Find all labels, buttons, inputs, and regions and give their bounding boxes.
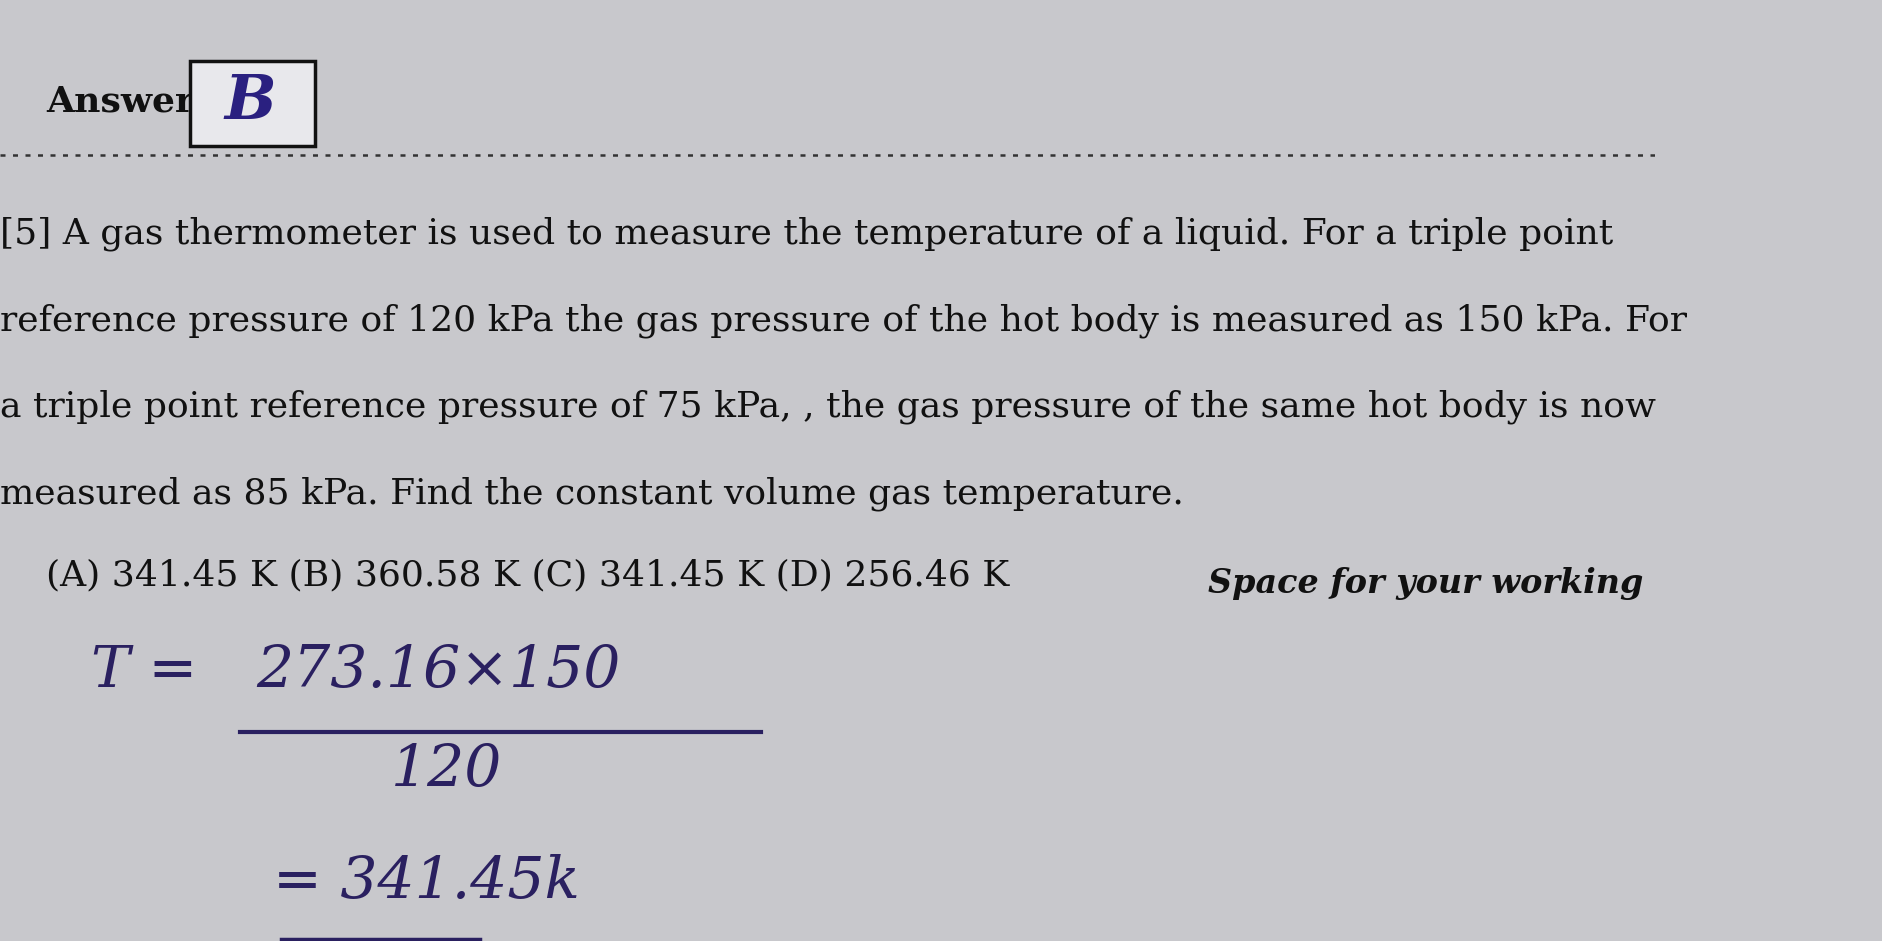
Text: measured as 85 kPa. Find the constant volume gas temperature.: measured as 85 kPa. Find the constant vo… — [0, 476, 1184, 511]
Text: Answer:: Answer: — [47, 85, 207, 119]
Text: = 341.45k: = 341.45k — [273, 854, 580, 911]
Text: reference pressure of 120 kPa the gas pressure of the hot body is measured as 15: reference pressure of 120 kPa the gas pr… — [0, 303, 1686, 338]
Text: a triple point reference pressure of 75 kPa, , the gas pressure of the same hot : a triple point reference pressure of 75 … — [0, 390, 1654, 424]
Text: Space for your working: Space for your working — [1208, 567, 1643, 600]
Bar — [190, 61, 314, 146]
Text: T =: T = — [90, 643, 198, 699]
Text: [5] A gas thermometer is used to measure the temperature of a liquid. For a trip: [5] A gas thermometer is used to measure… — [0, 216, 1613, 251]
Text: (A) 341.45 K (B) 360.58 K (C) 341.45 K (D) 256.46 K: (A) 341.45 K (B) 360.58 K (C) 341.45 K (… — [0, 558, 1009, 592]
Text: 273.16×150: 273.16×150 — [256, 643, 621, 699]
Text: B: B — [224, 72, 275, 132]
Text: 120: 120 — [391, 742, 502, 798]
